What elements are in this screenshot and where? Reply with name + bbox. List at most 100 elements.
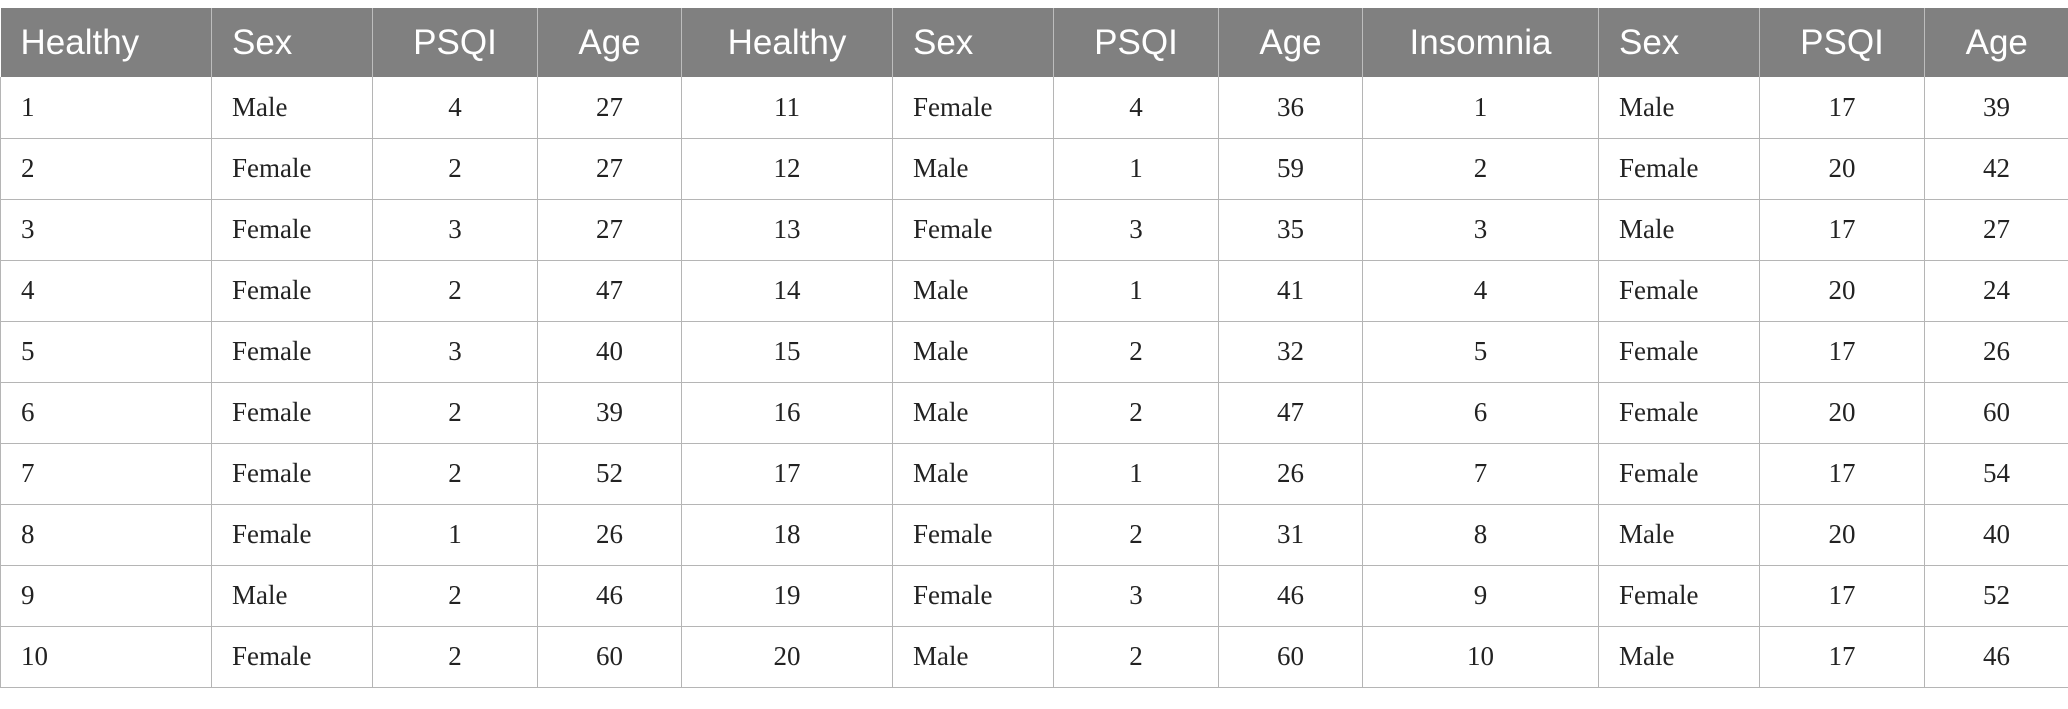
header-psqi-3: PSQI [1759,8,1925,77]
header-sex-2: Sex [892,8,1054,77]
cell-psqi: 2 [372,260,538,322]
cell-psqi: 20 [1759,138,1925,200]
cell-psqi: 2 [1053,382,1219,444]
header-age-2: Age [1218,8,1363,77]
cell-age: 31 [1218,504,1363,566]
header-sex-1: Sex [211,8,373,77]
cell-psqi: 2 [1053,504,1219,566]
cell-sex: Male [1598,626,1760,688]
cell-sex: Female [211,321,373,383]
header-healthy-2: Healthy [681,8,893,77]
header-psqi-1: PSQI [372,8,538,77]
cell-psqi: 3 [1053,199,1219,261]
cell-healthy-id: 10 [0,626,212,688]
header-psqi-2: PSQI [1053,8,1219,77]
cell-healthy-id: 7 [0,443,212,505]
cell-psqi: 1 [1053,443,1219,505]
cell-age: 27 [537,138,682,200]
header-age-3: Age [1965,22,2028,62]
cell-psqi: 2 [372,565,538,627]
cell-age: 46 [1924,626,2068,688]
cell-age: 60 [1218,626,1363,688]
cell-healthy-id: 13 [681,199,893,261]
cell-insomnia-id: 9 [1362,565,1599,627]
cell-sex: Female [1598,138,1760,200]
table-row: 7 Female 2 52 17 Male 1 26 7 Female 17 54 [0,443,2068,505]
cell-healthy-id: 9 [0,565,212,627]
table-row: 9 Male 2 46 19 Female 3 46 9 Female 17 52 [0,565,2068,627]
cell-sex: Female [211,504,373,566]
cell-age: 26 [1218,443,1363,505]
header-sex-3: Sex [1598,8,1760,77]
table-row: 3 Female 3 27 13 Female 3 35 3 Male 17 27 [0,199,2068,261]
cell-age: 39 [537,382,682,444]
cell-insomnia-id: 5 [1362,321,1599,383]
cell-psqi: 2 [1053,321,1219,383]
cell-psqi: 17 [1759,626,1925,688]
cell-insomnia-id: 4 [1362,260,1599,322]
cell-sex: Male [892,138,1054,200]
cell-psqi: 3 [372,321,538,383]
cell-healthy-id: 4 [0,260,212,322]
cell-sex: Female [211,626,373,688]
cell-psqi: 4 [1053,77,1219,139]
cell-healthy-id: 5 [0,321,212,383]
cell-age: 52 [1924,565,2068,627]
cell-psqi: 2 [1053,626,1219,688]
subjects-table: Healthy Sex PSQI Age Healthy Sex PSQI Ag… [0,8,2068,688]
cell-psqi: 20 [1759,504,1925,566]
table-row: 5 Female 3 40 15 Male 2 32 5 Female 17 26 [0,321,2068,383]
cell-age: 36 [1218,77,1363,139]
cell-healthy-id: 2 [0,138,212,200]
cell-psqi: 1 [1053,138,1219,200]
cell-psqi: 2 [372,443,538,505]
cell-insomnia-id: 1 [1362,77,1599,139]
cell-age: 40 [1924,504,2068,566]
cell-sex: Female [211,199,373,261]
header-age-1: Age [537,8,682,77]
cell-age: 32 [1218,321,1363,383]
table-row: 2 Female 2 27 12 Male 1 59 2 Female 20 42 [0,138,2068,200]
cell-psqi: 20 [1759,382,1925,444]
cell-healthy-id: 15 [681,321,893,383]
cell-sex: Female [1598,382,1760,444]
cell-sex: Male [1598,77,1760,139]
table-row: 1 Male 4 27 11 Female 4 36 1 Male 17 39 [0,77,2068,139]
cell-psqi: 17 [1759,443,1925,505]
cell-healthy-id: 18 [681,504,893,566]
cell-age: 46 [537,565,682,627]
table-row: 10 Female 2 60 20 Male 2 60 10 Male 17 46 [0,626,2068,688]
cell-psqi: 2 [372,382,538,444]
cell-sex: Male [211,565,373,627]
cell-psqi: 3 [372,199,538,261]
cell-age: 54 [1924,443,2068,505]
cell-insomnia-id: 2 [1362,138,1599,200]
cell-age: 40 [537,321,682,383]
cell-psqi: 4 [372,77,538,139]
header-healthy-1: Healthy [0,8,212,77]
cell-healthy-id: 8 [0,504,212,566]
cell-healthy-id: 11 [681,77,893,139]
cell-sex: Female [211,260,373,322]
cell-age: 27 [537,77,682,139]
cell-sex: Male [211,77,373,139]
cell-healthy-id: 12 [681,138,893,200]
cell-age: 35 [1218,199,1363,261]
cell-healthy-id: 16 [681,382,893,444]
cell-insomnia-id: 8 [1362,504,1599,566]
cell-age: 27 [1924,199,2068,261]
cell-healthy-id: 17 [681,443,893,505]
cell-psqi: 20 [1759,260,1925,322]
cell-sex: Male [892,382,1054,444]
cell-psqi: 17 [1759,321,1925,383]
table-row: 6 Female 2 39 16 Male 2 47 6 Female 20 60 [0,382,2068,444]
cell-sex: Male [892,626,1054,688]
table-body: 1 Male 4 27 11 Female 4 36 1 Male 17 39 2 Female 2 27 12… [0,77,2068,688]
header-row: Healthy Sex PSQI Age Healthy Sex PSQI Ag… [0,8,2068,77]
cell-psqi: 17 [1759,77,1925,139]
cell-age: 59 [1218,138,1363,200]
cell-age: 26 [537,504,682,566]
cell-sex: Female [211,382,373,444]
cell-insomnia-id: 3 [1362,199,1599,261]
cell-sex: Female [1598,443,1760,505]
